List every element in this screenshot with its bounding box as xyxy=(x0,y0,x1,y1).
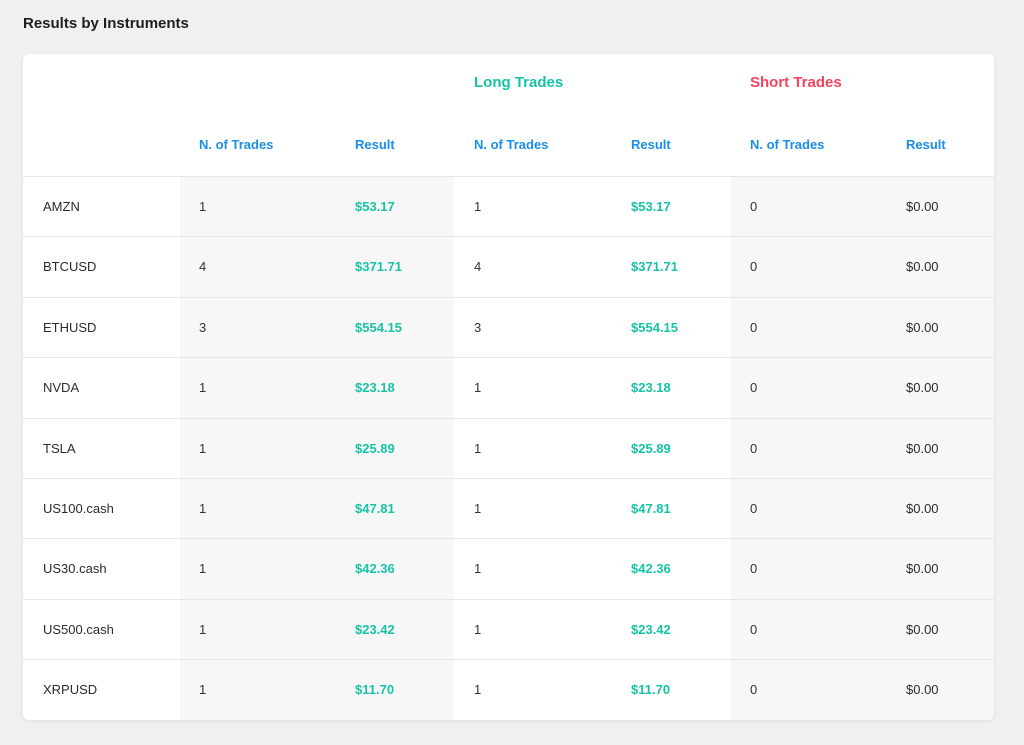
all-trades-count: 1 xyxy=(199,561,207,577)
long-result: $53.17 xyxy=(631,199,671,214)
instrument-name: BTCUSD xyxy=(43,259,97,275)
header-all-result[interactable]: Result xyxy=(355,137,395,152)
table-body: AMZN 1 $53.17 1 $53.17 0 $0.00 BTCUSD 4 … xyxy=(23,176,994,720)
long-trades-count: 1 xyxy=(474,621,482,637)
all-trades-count: 1 xyxy=(199,500,207,516)
page-title: Results by Instruments xyxy=(23,15,189,32)
long-trades-count: 4 xyxy=(474,259,482,275)
all-result: $11.70 xyxy=(355,682,395,698)
short-result: $0.00 xyxy=(906,380,939,396)
all-trades-count: 1 xyxy=(199,440,207,456)
all-result: $53.17 xyxy=(355,199,395,214)
all-result: $371.71 xyxy=(355,259,402,275)
short-trades-heading: Short Trades xyxy=(750,74,842,91)
short-trades-count: 0 xyxy=(750,380,758,396)
all-trades-count: 1 xyxy=(199,621,207,637)
header-short-trades-count[interactable]: N. of Trades xyxy=(750,137,825,152)
header-long-result[interactable]: Result xyxy=(631,137,671,152)
long-trades-count: 1 xyxy=(474,500,482,516)
long-result: $371.71 xyxy=(631,259,678,275)
long-trades-count: 1 xyxy=(474,440,482,456)
instrument-name: AMZN xyxy=(43,199,80,214)
short-result: $0.00 xyxy=(906,561,939,577)
all-result: $23.18 xyxy=(355,380,395,396)
instrument-name: ETHUSD xyxy=(43,319,97,335)
all-trades-count: 1 xyxy=(199,199,207,214)
long-trades-count: 3 xyxy=(474,319,482,335)
table-row: BTCUSD 4 $371.71 4 $371.71 0 $0.00 xyxy=(23,236,994,296)
instrument-name: US500.cash xyxy=(43,621,114,637)
short-trades-count: 0 xyxy=(750,199,758,214)
short-result: $0.00 xyxy=(906,440,939,456)
all-result: $25.89 xyxy=(355,440,395,456)
long-result: $11.70 xyxy=(631,682,671,698)
short-trades-count: 0 xyxy=(750,682,758,698)
results-table-card: Long Trades Short Trades N. of Trades Re… xyxy=(23,54,994,720)
short-result: $0.00 xyxy=(906,621,939,637)
short-trades-count: 0 xyxy=(750,259,758,275)
instrument-name: XRPUSD xyxy=(43,682,98,698)
long-result: $25.89 xyxy=(631,440,671,456)
all-trades-count: 4 xyxy=(199,259,207,275)
short-result: $0.00 xyxy=(906,319,939,335)
all-result: $554.15 xyxy=(355,319,402,335)
long-trades-heading: Long Trades xyxy=(474,74,564,91)
long-result: $554.15 xyxy=(631,319,678,335)
long-result: $23.18 xyxy=(631,380,671,396)
all-result: $47.81 xyxy=(355,500,395,516)
instrument-name: US30.cash xyxy=(43,561,107,577)
table-row: NVDA 1 $23.18 1 $23.18 0 $0.00 xyxy=(23,357,994,417)
instrument-name: TSLA xyxy=(43,440,76,456)
instrument-name: NVDA xyxy=(43,380,80,396)
short-result: $0.00 xyxy=(906,259,939,275)
table-row: US100.cash 1 $47.81 1 $47.81 0 $0.00 xyxy=(23,477,994,538)
long-trades-count: 1 xyxy=(474,561,482,577)
short-result: $0.00 xyxy=(906,682,939,698)
all-trades-count: 3 xyxy=(199,319,207,335)
long-trades-count: 1 xyxy=(474,682,482,698)
instrument-name: US100.cash xyxy=(43,500,114,516)
long-result: $47.81 xyxy=(631,500,671,516)
table-row: US30.cash 1 $42.36 1 $42.36 0 $0.00 xyxy=(23,538,994,598)
long-trades-count: 1 xyxy=(474,380,482,396)
table-row: ETHUSD 3 $554.15 3 $554.15 0 $0.00 xyxy=(23,296,994,357)
short-trades-count: 0 xyxy=(750,319,758,335)
header-long-trades-count[interactable]: N. of Trades xyxy=(474,137,549,152)
column-shade-short xyxy=(731,177,994,720)
header-all-trades-count[interactable]: N. of Trades xyxy=(199,137,274,152)
long-trades-count: 1 xyxy=(474,199,482,214)
header-short-result[interactable]: Result xyxy=(906,137,946,152)
table-row: AMZN 1 $53.17 1 $53.17 0 $0.00 xyxy=(23,176,994,236)
table-row: XRPUSD 1 $11.70 1 $11.70 0 $0.00 xyxy=(23,659,994,719)
short-result: $0.00 xyxy=(906,500,939,516)
column-shade-all xyxy=(180,177,454,720)
table-row: TSLA 1 $25.89 1 $25.89 0 $0.00 xyxy=(23,417,994,478)
all-trades-count: 1 xyxy=(199,380,207,396)
short-result: $0.00 xyxy=(906,199,939,214)
all-result: $42.36 xyxy=(355,561,395,577)
long-result: $23.42 xyxy=(631,621,671,637)
table-row: US500.cash 1 $23.42 1 $23.42 0 $0.00 xyxy=(23,598,994,659)
short-trades-count: 0 xyxy=(750,561,758,577)
all-trades-count: 1 xyxy=(199,682,207,698)
long-result: $42.36 xyxy=(631,561,671,577)
short-trades-count: 0 xyxy=(750,440,758,456)
short-trades-count: 0 xyxy=(750,621,758,637)
all-result: $23.42 xyxy=(355,621,395,637)
short-trades-count: 0 xyxy=(750,500,758,516)
